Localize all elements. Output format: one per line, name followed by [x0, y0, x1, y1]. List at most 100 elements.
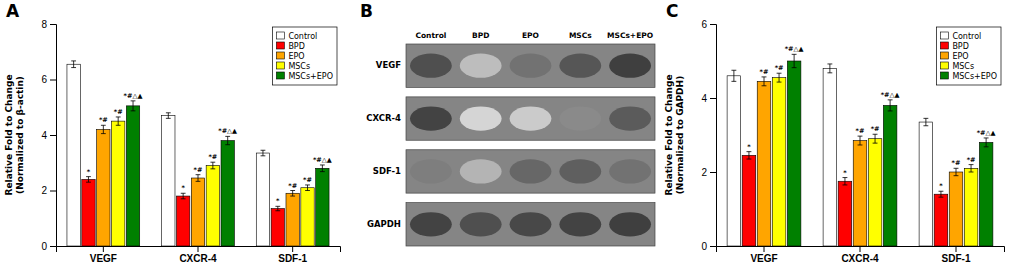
annotation: *#	[952, 159, 961, 167]
legend-label: MSCs+EPO	[288, 72, 333, 81]
error-bar	[969, 165, 974, 172]
x-tick: VEGF	[90, 246, 117, 264]
bar	[301, 188, 314, 246]
error-bar	[86, 177, 91, 183]
annotation: *	[747, 143, 751, 151]
y-axis-label-line: (Normalized to β-actin)	[15, 76, 25, 194]
bar	[97, 129, 110, 246]
column-label: Control	[415, 31, 446, 40]
bar	[112, 121, 125, 246]
y-tick-mark	[50, 135, 56, 136]
error-bar	[210, 162, 215, 169]
bar	[191, 178, 204, 246]
annotation: *	[87, 168, 91, 176]
annotation: *#	[760, 68, 769, 76]
y-tick-mark	[710, 172, 716, 173]
annotation: *#	[967, 156, 976, 164]
y-axis-label-line: Relative Fold to Change	[4, 75, 14, 196]
y-axis: 02468	[41, 19, 56, 252]
error-bar	[954, 168, 959, 175]
band	[559, 106, 601, 130]
y-tick-label: 2	[701, 167, 707, 178]
band	[510, 106, 552, 130]
legend-label: BPD	[288, 42, 304, 51]
error-bar	[939, 191, 944, 197]
x-tick-mark	[764, 246, 765, 252]
error-bar	[873, 134, 878, 143]
band	[410, 54, 452, 78]
bar	[221, 141, 234, 246]
error-bar	[923, 118, 928, 125]
error-bar	[827, 64, 832, 73]
bar	[126, 106, 139, 246]
y-axis-label: Relative Fold to Change(Normalized to GA…	[664, 75, 685, 196]
panel-title: C	[666, 1, 678, 21]
panel-title: A	[6, 1, 20, 21]
error-bar	[71, 61, 76, 68]
y-axis-line	[50, 25, 57, 247]
legend-swatch	[940, 52, 948, 59]
x-tick-mark	[860, 246, 861, 252]
annotation: *#	[303, 176, 312, 184]
row-label: VEGF	[376, 60, 401, 70]
y-tick-mark	[50, 24, 56, 25]
x-tick-label: SDF-1	[942, 253, 971, 264]
bar	[823, 68, 837, 246]
column-label: MSCs+EPO	[607, 31, 653, 40]
legend: ControlBPDEPOMSCsMSCs+EPO	[936, 27, 1001, 85]
band	[559, 54, 601, 78]
panel-title: B	[360, 1, 373, 21]
legend-label: MSCs+EPO	[952, 72, 997, 81]
band	[460, 106, 502, 130]
x-tick-mark	[198, 246, 199, 252]
y-axis-line	[710, 25, 717, 247]
annotations: ****#*#*#*#*#*#*#△▲*#△▲*#△▲	[87, 92, 332, 205]
annotation: *#	[194, 166, 203, 174]
bar	[82, 179, 95, 246]
x-tick: CXCR-4	[841, 246, 879, 264]
band	[460, 159, 502, 183]
legend-swatch	[276, 52, 284, 59]
error-bar	[762, 77, 767, 86]
row-label: CXCR-4	[366, 113, 401, 123]
bar	[67, 64, 80, 246]
band	[559, 212, 601, 236]
error-bar	[320, 165, 325, 172]
band	[609, 106, 651, 130]
legend-label: MSCs	[288, 62, 310, 71]
y-axis-label-line: Relative Fold to Change	[664, 75, 674, 196]
error-bar	[858, 136, 863, 145]
blot-row	[406, 150, 655, 193]
bar	[727, 76, 741, 246]
row-label: SDF-1	[373, 166, 401, 176]
annotation: *#	[775, 64, 784, 72]
error-bar	[290, 191, 295, 197]
x-tick-mark	[103, 246, 104, 252]
y-axis: 0246	[701, 19, 716, 252]
y-tick: 2	[41, 185, 56, 196]
x-tick-mark	[956, 246, 957, 252]
band	[460, 212, 502, 236]
annotation: *#△▲	[218, 127, 237, 135]
legend: ControlBPDEPOMSCsMSCs+EPO	[272, 27, 337, 85]
band	[410, 212, 452, 236]
bar-panel: 02468VEGFCXCR-4SDF-1 Relative Fold to Cha…	[4, 19, 341, 264]
error-bar	[777, 73, 782, 82]
bar	[162, 116, 175, 246]
annotation: *#	[114, 108, 123, 116]
legend-swatch	[276, 32, 284, 39]
bar	[964, 168, 978, 246]
bar	[206, 166, 219, 246]
y-tick-label: 0	[701, 241, 707, 252]
x-tick-label: CXCR-4	[841, 253, 879, 264]
y-tick: 2	[701, 167, 716, 178]
legend-swatch	[276, 72, 284, 79]
y-tick-mark	[50, 80, 56, 81]
error-bar	[181, 193, 186, 199]
annotation: *#	[99, 116, 108, 124]
bar	[176, 196, 189, 246]
annotation: *#	[208, 153, 217, 161]
blot-row	[406, 203, 655, 246]
x-axis: VEGFCXCR-4SDF-1	[57, 246, 341, 264]
bar	[757, 81, 771, 246]
